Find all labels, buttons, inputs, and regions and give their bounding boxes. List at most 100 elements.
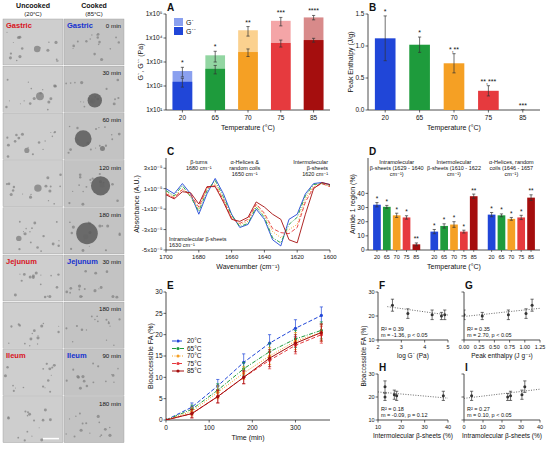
particle xyxy=(7,417,10,420)
error-bar xyxy=(524,309,527,319)
x-tick xyxy=(401,340,402,343)
legend-label: G`` xyxy=(186,28,196,35)
x-tick xyxy=(491,250,492,252)
particle xyxy=(69,126,71,128)
series-line xyxy=(166,333,321,420)
micrograph xyxy=(3,349,63,395)
bar xyxy=(205,55,225,110)
x-tick xyxy=(385,110,386,113)
fit-stat: m = 0.10, p < 0.05 xyxy=(467,412,512,418)
x-tick xyxy=(473,250,474,252)
x-tick-label: 1.25 xyxy=(535,344,546,350)
micrograph xyxy=(3,19,63,65)
error-bar xyxy=(440,312,443,319)
x-tick xyxy=(419,110,420,113)
x-tick xyxy=(479,340,480,343)
y-tick xyxy=(376,374,379,375)
error-bar xyxy=(418,37,421,52)
y-tick-label: 25 xyxy=(155,310,163,317)
error-bar xyxy=(462,230,465,233)
particle xyxy=(12,385,14,387)
panel: 10203010203040R² = 0.18m = -0.09, p = 0.… xyxy=(368,362,453,440)
particle xyxy=(18,55,21,58)
particle xyxy=(20,103,21,104)
significance: * xyxy=(490,205,493,212)
y-tick xyxy=(462,316,465,317)
particle xyxy=(99,436,100,437)
plot-area xyxy=(464,299,540,319)
error-bar xyxy=(383,394,386,401)
x-tick-label: 0.75 xyxy=(504,344,515,350)
x-tick-label: 65 xyxy=(212,114,220,121)
marker xyxy=(531,304,534,307)
y-tick-label: 3x10⁻⁵ xyxy=(144,165,163,171)
significance: * xyxy=(510,210,513,217)
micrograph xyxy=(3,161,63,207)
error-bar xyxy=(452,54,455,73)
y-tick-label: 1x10⁻⁵ xyxy=(144,186,163,192)
particle xyxy=(115,296,118,299)
x-tick-label: 0.50 xyxy=(489,344,500,350)
error-bar xyxy=(268,350,271,367)
error-bar xyxy=(443,224,446,228)
text-line: random coils xyxy=(229,165,260,171)
bar xyxy=(409,45,430,110)
marker xyxy=(216,395,219,398)
particle xyxy=(17,437,19,439)
marker xyxy=(320,331,323,334)
particle xyxy=(98,41,101,44)
significance: * xyxy=(500,206,503,213)
panel-letter: F xyxy=(379,280,385,291)
particle xyxy=(52,136,54,138)
micrograph xyxy=(64,302,124,348)
digesta-particle xyxy=(90,99,95,104)
particle xyxy=(35,272,38,275)
particle xyxy=(47,109,49,111)
marker xyxy=(190,412,193,415)
micrograph xyxy=(64,255,124,301)
text-line: log G` (Pa) xyxy=(397,352,429,360)
marker xyxy=(166,418,168,420)
particle xyxy=(42,235,44,237)
marker xyxy=(470,394,473,397)
y-tick-label: 1x10¹ xyxy=(146,106,163,113)
legend-swatch xyxy=(174,18,183,26)
particle xyxy=(105,145,107,147)
particle xyxy=(114,98,116,100)
particle xyxy=(42,385,44,387)
particle xyxy=(38,141,41,144)
bar xyxy=(271,43,291,110)
y-tick-label: 20 xyxy=(368,394,374,400)
particle xyxy=(23,232,26,235)
text-line: Intramolecular β-sheets (%) xyxy=(462,432,542,440)
error-bar xyxy=(214,51,217,62)
marker xyxy=(509,394,512,397)
plot-area xyxy=(464,381,540,401)
x-tick xyxy=(448,420,449,423)
particle xyxy=(46,363,48,365)
section-label: Jejunum xyxy=(67,257,98,266)
particle xyxy=(68,202,70,204)
particle xyxy=(66,380,68,382)
error-bar xyxy=(405,216,408,219)
time-label: 60 min xyxy=(102,116,121,123)
x-tick xyxy=(215,110,216,113)
x-tick xyxy=(444,250,445,252)
particle xyxy=(33,329,36,332)
y-tick xyxy=(376,420,379,421)
particle xyxy=(33,97,36,100)
y-tick xyxy=(376,397,379,398)
y-tick xyxy=(366,14,369,15)
error-bar xyxy=(529,195,532,201)
particle xyxy=(72,341,73,342)
y-tick xyxy=(164,209,167,210)
digesta-particle xyxy=(16,236,21,241)
micrograph xyxy=(64,397,124,443)
particle xyxy=(65,291,68,294)
marker xyxy=(294,327,297,330)
particle xyxy=(97,33,100,36)
particle xyxy=(74,82,76,84)
x-tick xyxy=(313,110,314,113)
particle xyxy=(56,286,59,289)
significance: * xyxy=(376,195,379,202)
